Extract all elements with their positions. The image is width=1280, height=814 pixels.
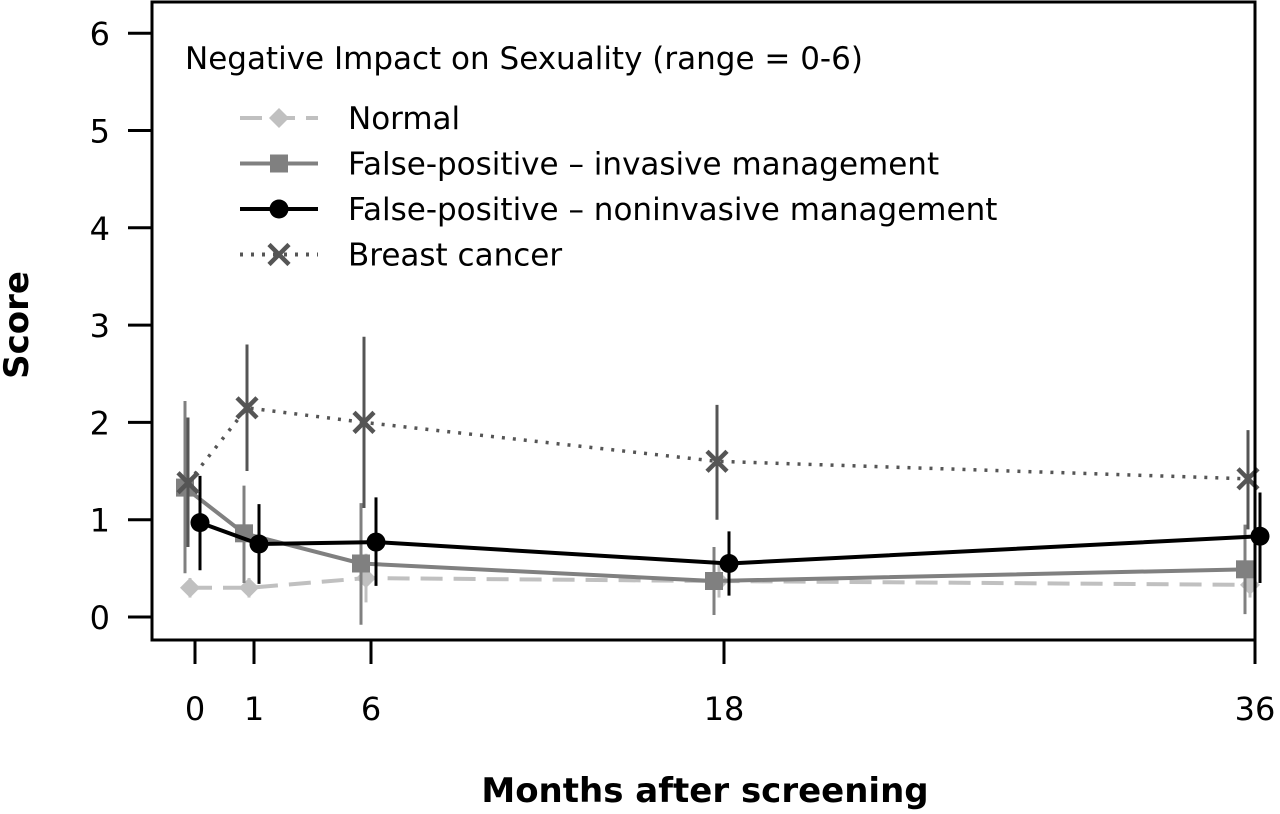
data-point [190, 513, 210, 533]
y-tick-label: 4 [90, 210, 110, 248]
data-point [719, 553, 739, 573]
plot-frame [150, 0, 1257, 642]
legend-title: Negative Impact on Sexuality (range = 0-… [185, 41, 863, 77]
legend-marker-1 [270, 154, 288, 173]
data-point [352, 410, 376, 434]
x-tick-label: 6 [361, 690, 381, 728]
series-1 [176, 400, 1254, 625]
data-point [239, 577, 259, 598]
data-point [366, 532, 386, 552]
legend-label-2: False-positive – noninvasive management [348, 192, 997, 228]
legend-label-0: Normal [348, 101, 460, 137]
x-marker-stroke [235, 396, 259, 420]
y-tick-label: 5 [90, 113, 110, 151]
legend-label-3: Breast cancer [348, 238, 562, 274]
data-point [249, 534, 269, 554]
y-tick-label: 6 [90, 15, 110, 53]
legend-marker-0 [269, 108, 289, 128]
legend-marker-2 [269, 199, 289, 219]
data-point [352, 554, 370, 573]
data-point [1250, 526, 1270, 546]
legend-label-1: False-positive – invasive management [348, 147, 939, 183]
y-tick-label: 0 [90, 599, 110, 637]
y-tick-label: 3 [90, 307, 110, 345]
y-tick-label: 1 [90, 502, 110, 540]
series-3 [176, 336, 1260, 547]
data-point [705, 571, 723, 590]
data-point [705, 449, 729, 473]
x-marker-stroke [267, 242, 291, 267]
data-point [180, 577, 200, 598]
x-marker-stroke [705, 449, 729, 473]
x-marker-stroke [352, 410, 376, 434]
axis-titles: Score Months after screening [0, 271, 929, 811]
plot-area [176, 336, 1270, 625]
legend-marker-3 [267, 242, 291, 267]
y-axis-title: Score [0, 271, 37, 379]
x-axis: 0 1 6 18 36 [185, 640, 1276, 728]
x-tick-label: 18 [704, 690, 745, 728]
series-2 [190, 475, 1270, 596]
x-tick-label: 36 [1235, 690, 1276, 728]
x-axis-title: Months after screening [481, 771, 928, 811]
x-tick-label: 0 [185, 690, 205, 728]
y-tick-label: 2 [90, 404, 110, 442]
x-tick-label: 1 [244, 690, 264, 728]
x-marker-stroke [176, 471, 200, 495]
legend: Negative Impact on Sexuality (range = 0-… [185, 41, 997, 274]
data-point [1236, 560, 1254, 579]
data-point [176, 471, 200, 495]
y-axis: 0 1 2 3 4 5 6 [90, 15, 152, 637]
data-point [235, 396, 259, 420]
